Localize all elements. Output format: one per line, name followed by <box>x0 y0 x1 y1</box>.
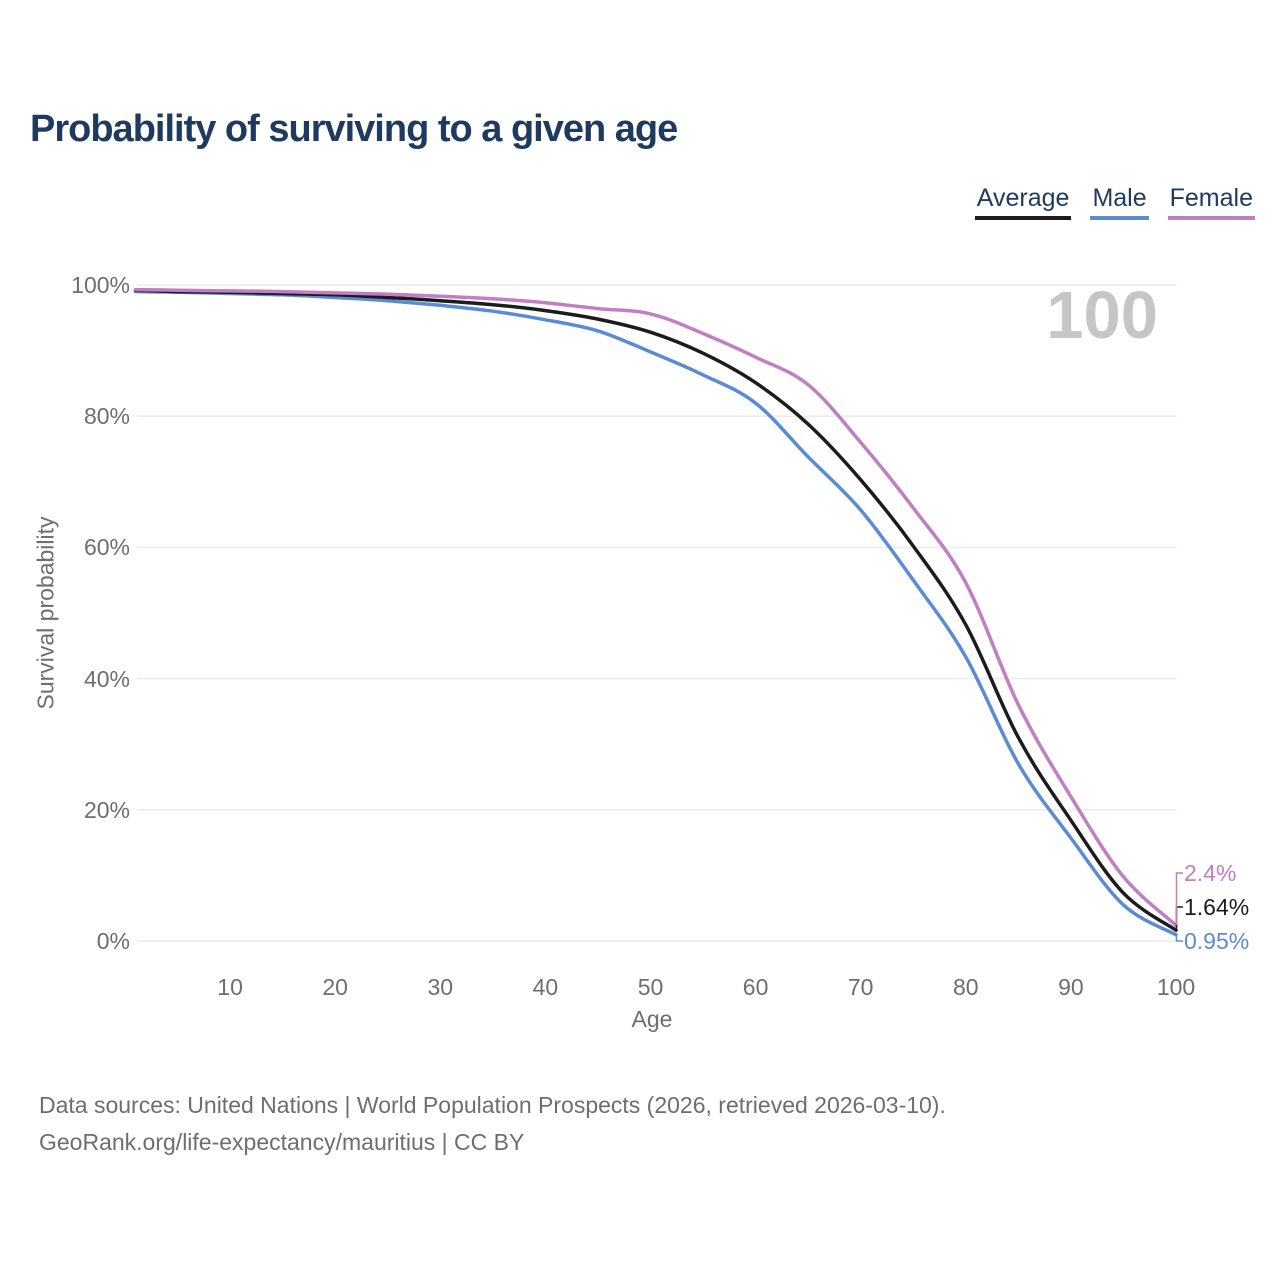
y-tick-label: 80% <box>83 403 130 430</box>
x-tick-label: 60 <box>742 974 769 1000</box>
x-tick-label: 10 <box>217 974 243 1000</box>
legend-underline-average <box>974 215 1072 220</box>
end-value-label-average: 1.64% <box>1184 894 1250 920</box>
end-label-connector-male <box>1175 934 1183 942</box>
legend-item-male[interactable]: Male <box>1090 184 1149 220</box>
end-value-label-female: 2.4% <box>1184 860 1237 886</box>
footer-line-1: Data sources: United Nations | World Pop… <box>39 1092 946 1118</box>
x-tick-label: 100 <box>1156 974 1196 1000</box>
page-title: Probability of surviving to a given age <box>30 108 678 150</box>
legend-item-female[interactable]: Female <box>1167 184 1255 220</box>
legend-label-male: Male <box>1092 184 1147 212</box>
legend-underline-male <box>1090 215 1149 220</box>
legend-underline-female <box>1167 215 1255 220</box>
y-tick-label: 60% <box>83 534 130 561</box>
x-tick-label: 40 <box>532 974 559 1000</box>
x-tick-label: 30 <box>427 974 454 1000</box>
chart-legend: Average Male Female <box>974 184 1255 220</box>
y-tick-label: 40% <box>83 665 130 692</box>
series-line-female <box>133 287 1178 928</box>
x-tick-label: 90 <box>1058 974 1084 1000</box>
series-line-average <box>133 288 1178 932</box>
x-tick-label: 20 <box>322 974 348 1000</box>
x-tick-label: 50 <box>637 974 664 1000</box>
end-label-connector-female <box>1175 872 1183 926</box>
x-tick-label: 80 <box>953 974 979 1000</box>
end-value-label-male: 0.95% <box>1184 928 1250 954</box>
end-label-connector-average <box>1175 906 1183 931</box>
footer-line-2: GeoRank.org/life-expectancy/mauritius | … <box>39 1129 525 1155</box>
y-tick-label: 100% <box>71 272 130 298</box>
legend-label-female: Female <box>1169 184 1253 212</box>
legend-item-average[interactable]: Average <box>974 184 1072 220</box>
y-tick-label: 20% <box>83 796 130 823</box>
x-axis-title: Age <box>631 1006 673 1032</box>
legend-label-average: Average <box>976 184 1070 212</box>
data-source-footer: Data sources: United Nations | World Pop… <box>39 1087 946 1161</box>
x-tick-label: 70 <box>847 974 874 1000</box>
series-line-male <box>133 289 1178 937</box>
y-tick-label: 0% <box>96 928 130 954</box>
y-axis-title: Survival probability <box>32 516 59 710</box>
age-watermark: 100 <box>1046 278 1158 353</box>
